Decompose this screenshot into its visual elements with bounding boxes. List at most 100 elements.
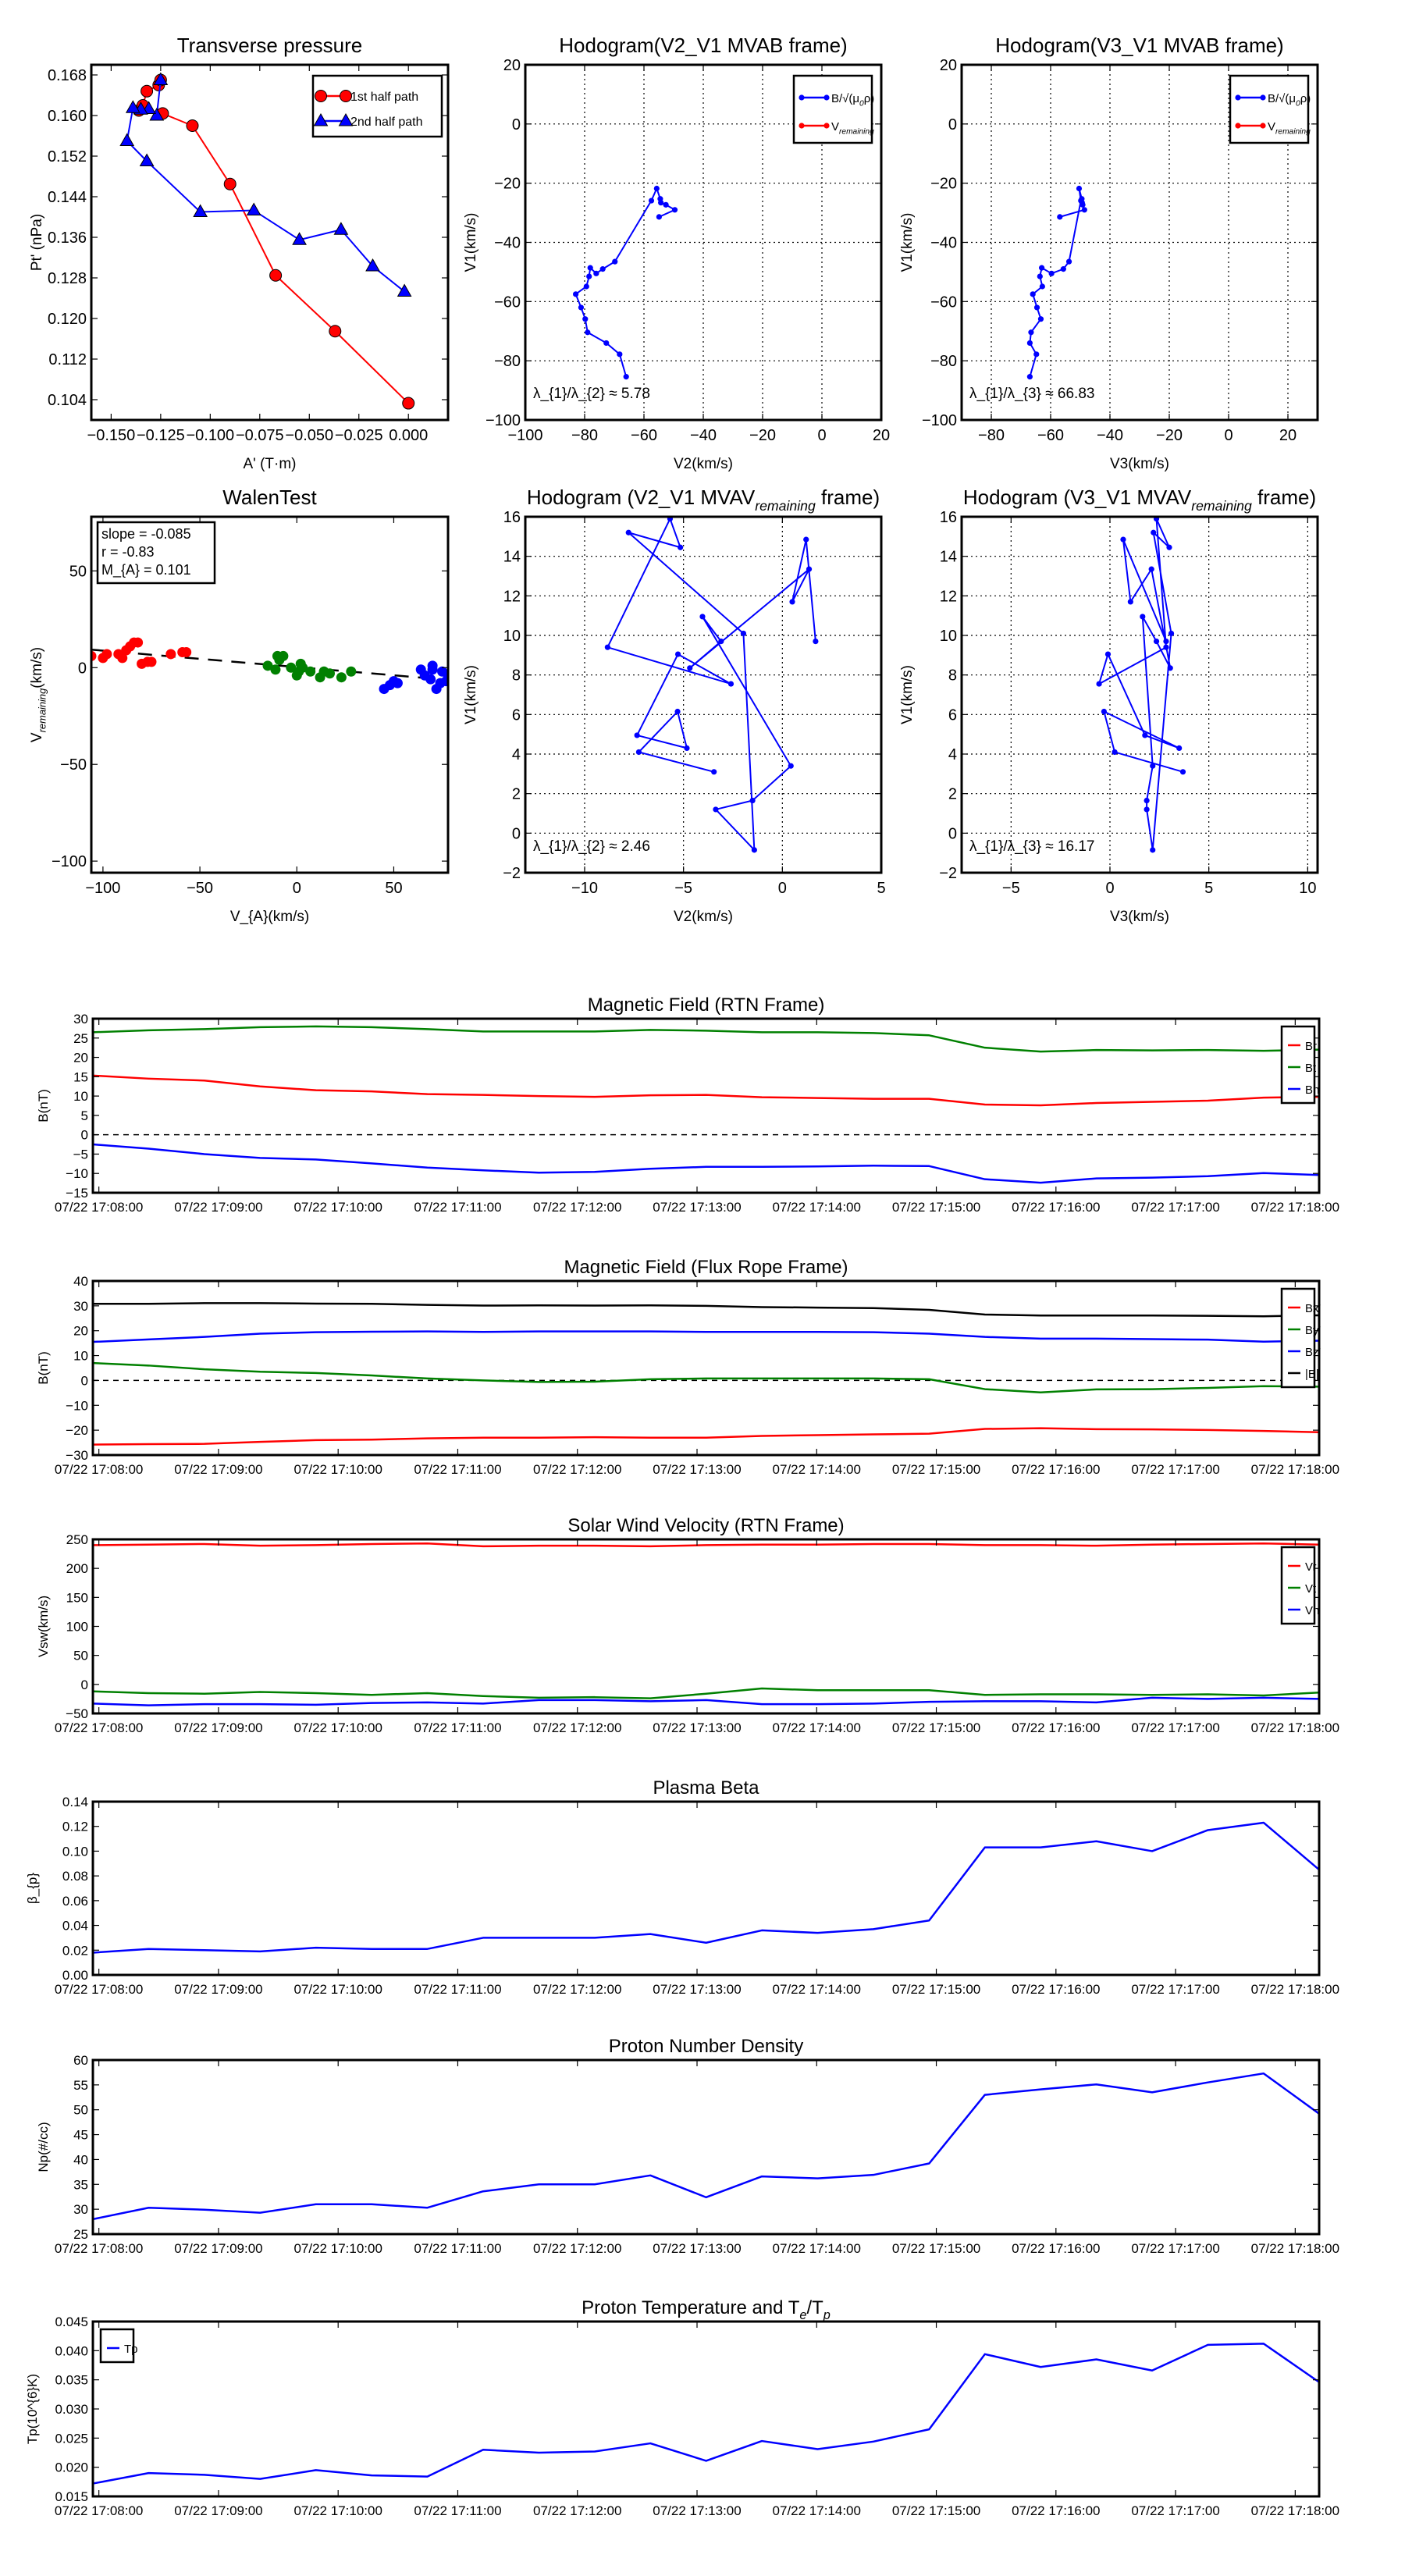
- x-tick-label: 07/22 17:15:00: [892, 2503, 980, 2518]
- data-point: [583, 283, 589, 290]
- text-span: 0: [859, 100, 864, 109]
- series-beta: [93, 1821, 1319, 1954]
- text-span: 0: [1296, 100, 1300, 109]
- y-tick-label: 16: [940, 509, 957, 526]
- data-point: [1260, 123, 1266, 129]
- legend: B/√(μ0ρ) Vremaining: [792, 74, 874, 144]
- series-bx-: [93, 1427, 1319, 1446]
- data-point-triangle: [139, 153, 155, 166]
- text-span: remaining: [37, 688, 48, 732]
- data-point: [262, 660, 273, 671]
- x-tick-label: 07/22 17:13:00: [653, 1982, 741, 1997]
- data-point: [297, 662, 308, 673]
- y-tick-label: 20: [503, 57, 521, 74]
- x-tick-label: 07/22 17:18:00: [1251, 2503, 1339, 2518]
- series--b-: [93, 1302, 1319, 1318]
- x-tick-label: −0.150: [87, 427, 136, 444]
- axes-frame: [90, 515, 450, 874]
- y-tick-label: 0: [948, 116, 957, 133]
- y-tick-label: 50: [73, 1649, 88, 1663]
- x-tick-label: 07/22 17:15:00: [892, 2241, 980, 2256]
- y-tick-label: 6: [948, 706, 957, 724]
- data-point: [603, 340, 610, 347]
- y-tick-label: 0: [81, 1128, 88, 1143]
- x-tick-label: 0: [293, 880, 301, 897]
- data-point-triangle: [333, 222, 349, 235]
- data-point: [392, 678, 403, 688]
- axes-frame: [91, 1279, 1321, 1457]
- y-tick-label: −20: [930, 176, 957, 193]
- text-span: V: [29, 732, 45, 742]
- y-tick-label: 10: [503, 628, 521, 645]
- x-tick-label: 20: [1279, 427, 1297, 444]
- y-tick-label: 40: [73, 1274, 88, 1289]
- x-tick-label: 07/22 17:10:00: [293, 1200, 382, 1215]
- x-tick-label: 0: [817, 427, 826, 444]
- text-span: ρ): [1300, 92, 1311, 105]
- data-point: [612, 258, 618, 265]
- eigenvalue-ratio: λ_{1}/λ_{3} ≈ 16.17: [969, 838, 1094, 855]
- x-tick-label: 07/22 17:10:00: [293, 2241, 382, 2256]
- series-line: [93, 1427, 1319, 1446]
- data-point: [789, 599, 795, 605]
- y-tick-label: 0.144: [48, 189, 87, 206]
- axes-frame: [91, 1800, 1321, 1976]
- data-point: [617, 351, 623, 358]
- series-vt: [93, 1687, 1319, 1699]
- data-point: [718, 639, 724, 645]
- series-0: [91, 637, 192, 669]
- y-tick-label: 25: [73, 1031, 88, 1046]
- data-point: [1140, 614, 1146, 620]
- y-tick-label: 12: [940, 588, 957, 605]
- y-tick-label: 0: [78, 660, 87, 677]
- y-tick-label: 0.045: [55, 2314, 88, 2329]
- legend-label: Bz': [1305, 1346, 1321, 1359]
- y-tick-label: −100: [486, 412, 521, 429]
- y-tick-label: 8: [948, 667, 957, 685]
- data-point: [1033, 351, 1040, 358]
- stats-line: M_{A} = 0.101: [101, 562, 191, 578]
- data-point: [582, 316, 589, 322]
- y-tick-label: 20: [73, 1324, 88, 1339]
- text-span: /T: [806, 2297, 823, 2318]
- x-tick-label: 07/22 17:13:00: [653, 1200, 741, 1215]
- y-axis-label: B(nT): [36, 1089, 51, 1123]
- y-tick-label: 10: [940, 628, 957, 645]
- data-point: [133, 637, 144, 648]
- x-tick-label: 5: [1204, 880, 1213, 897]
- data-point: [1235, 123, 1241, 129]
- x-tick-label: −80: [978, 427, 1005, 444]
- x-tick-label: −0.025: [335, 427, 383, 444]
- x-axis-label: V3(km/s): [1110, 909, 1169, 925]
- data-point-triangle: [338, 112, 354, 126]
- x-tick-label: −60: [1037, 427, 1064, 444]
- x-tick-label: 07/22 17:18:00: [1251, 1462, 1339, 1477]
- x-tick-label: 07/22 17:11:00: [414, 1200, 501, 1215]
- series-line: [93, 1696, 1319, 1706]
- x-tick-label: 07/22 17:13:00: [653, 2241, 741, 2256]
- y-tick-label: 200: [66, 1561, 88, 1576]
- data-point: [305, 666, 316, 677]
- legend-box: [792, 74, 873, 144]
- data-point: [799, 94, 805, 101]
- x-tick-label: 5: [877, 880, 885, 897]
- series-bz-: [93, 1330, 1319, 1343]
- data-point: [578, 304, 585, 311]
- data-point: [667, 517, 674, 522]
- legend: Bx' By' Bz' |B|: [1280, 1287, 1321, 1389]
- data-point: [1144, 797, 1150, 804]
- chart-title: Proton Temperature and Te/Tp: [582, 2297, 831, 2322]
- x-tick-label: −10: [571, 880, 598, 897]
- x-tick-label: 10: [1299, 880, 1316, 897]
- axes-frame: [91, 2058, 1321, 2236]
- legend-box: [1280, 1546, 1316, 1625]
- x-tick-label: 07/22 17:14:00: [773, 1462, 861, 1477]
- x-axis-label: V_{A}(km/s): [230, 909, 309, 925]
- data-point: [286, 662, 297, 673]
- data-point: [1104, 651, 1112, 657]
- series-line: [93, 1025, 1319, 1053]
- x-axis-label: V3(km/s): [1110, 456, 1169, 472]
- series-by-: [93, 1361, 1319, 1393]
- chart-plasma-beta: 07/22 17:08:00 07/22 17:09:00 07/22 17:10:…: [25, 1777, 1339, 1997]
- data-point-circle: [402, 397, 415, 410]
